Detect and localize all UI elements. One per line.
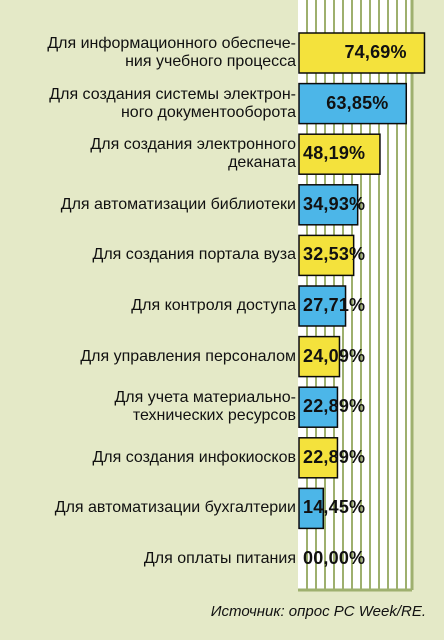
value-label: 24,09%: [303, 345, 366, 366]
bar: [298, 32, 426, 74]
category-label: Для информационного обеспече- ния учебно…: [47, 35, 296, 70]
category-label: Для оплаты питания: [143, 550, 296, 567]
value-label: 32,53%: [303, 244, 366, 265]
bar: [298, 386, 339, 428]
category-label: Для создания портала вуза: [92, 246, 297, 264]
value-label: 74,69%: [344, 42, 407, 62]
category-label: Для автоматизации бухгалтерии: [54, 499, 296, 517]
category-label: Для контроля доступа: [131, 297, 296, 314]
bar: [298, 234, 355, 277]
value-label: 63,85%: [326, 92, 389, 113]
value-label: 34,93%: [303, 193, 366, 214]
category-label: Для учета материально- технических ресур…: [114, 389, 296, 425]
value-label: 48,19%: [303, 143, 366, 164]
value-label: 22,89%: [303, 446, 366, 467]
category-label: Для создания электронного деканата: [90, 136, 296, 172]
value-label: 22,89%: [303, 396, 366, 417]
bar: [298, 487, 325, 530]
category-label: Для создания системы электрон- ного доку…: [49, 85, 296, 121]
bar: [298, 184, 359, 226]
source-note: Источник: опрос PC Week/RE.: [210, 603, 426, 620]
bar: [298, 133, 381, 175]
category-label: Для управления персоналом: [80, 347, 296, 365]
value-label: 00,00%: [303, 548, 366, 568]
bar: [298, 82, 408, 125]
value-label: 27,71%: [303, 295, 366, 315]
bar: [298, 285, 347, 327]
value-label: 14,45%: [303, 497, 366, 518]
category-label: Для создания инфокиосков: [92, 448, 296, 466]
bar: [298, 437, 339, 479]
category-label: Для автоматизации библиотеки: [60, 195, 296, 213]
bar: [298, 335, 341, 378]
